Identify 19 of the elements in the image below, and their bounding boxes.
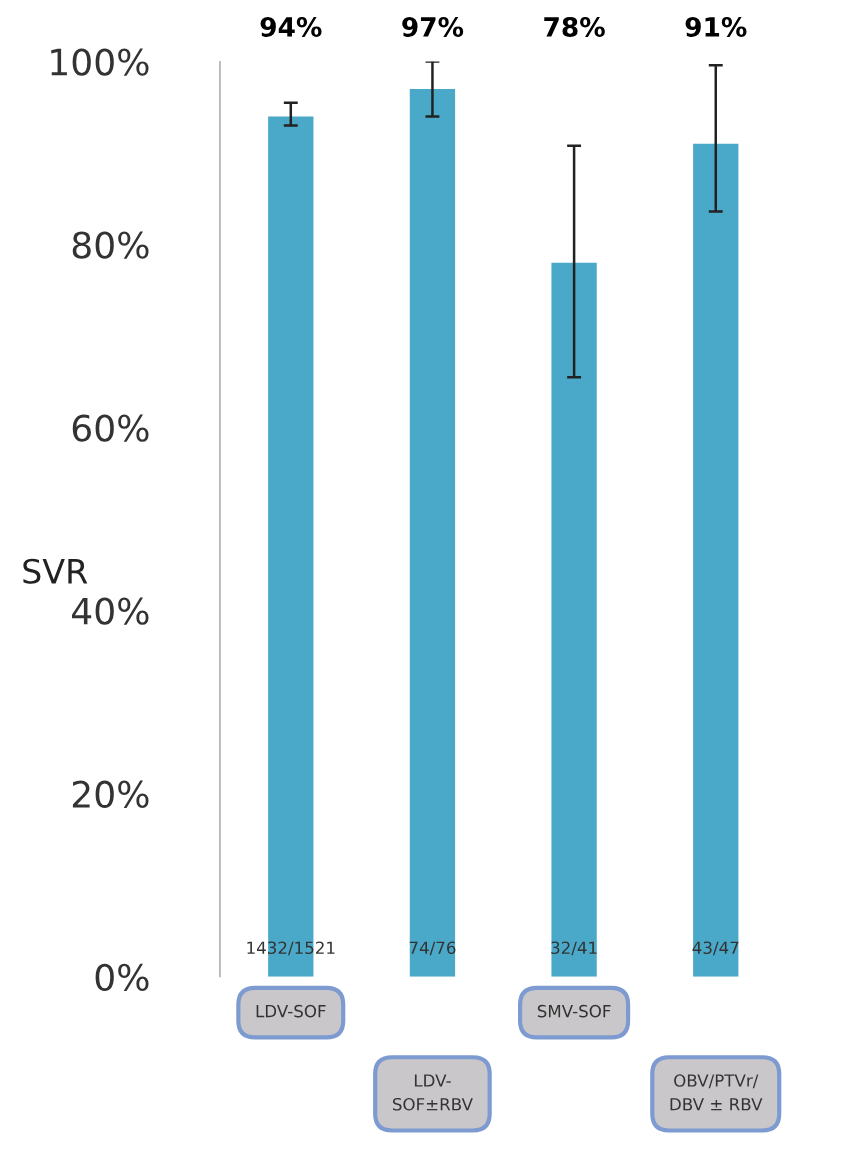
text: 78%	[544, 16, 605, 37]
text: 91%	[685, 16, 747, 37]
x-tick-label: OBV/PTVr/ DBV ± RBV	[670, 1074, 763, 1111]
y-tick-label: 80%	[72, 231, 149, 259]
x-tick-label: LDV- SOF±RBV	[392, 1074, 473, 1111]
y-tick-label: 0%	[95, 963, 149, 991]
x-tick-label: LDV-SOF	[256, 1004, 326, 1018]
text: 94%	[260, 16, 322, 37]
y-tick-label: 40%	[72, 597, 149, 625]
y-tick-label: 100%	[51, 48, 149, 76]
annotation: 32/41	[551, 941, 597, 956]
y-tick-label: 60%	[72, 414, 149, 442]
y-tick-label: 20%	[72, 780, 149, 808]
bar	[551, 262, 597, 977]
bar	[693, 143, 739, 977]
bar	[409, 88, 456, 977]
x-tick-label: SMV-SOF	[537, 1004, 611, 1018]
text: 97%	[402, 16, 464, 37]
y-axis-title: SVR	[23, 558, 88, 584]
